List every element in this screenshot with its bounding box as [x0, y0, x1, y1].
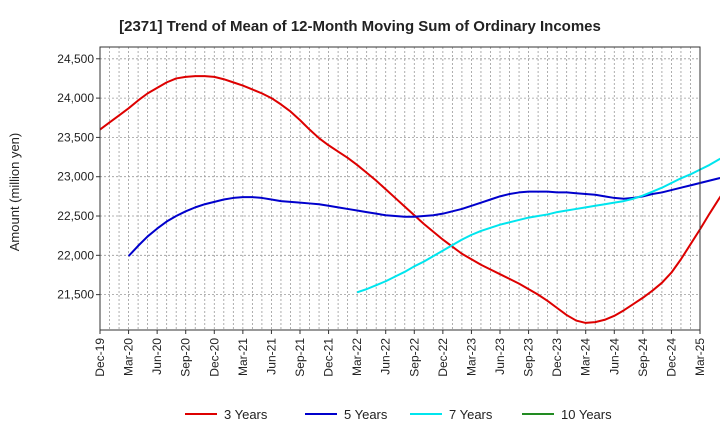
x-tick-label: Sep-22: [407, 338, 421, 377]
x-tick-label: Sep-21: [293, 338, 307, 377]
legend-label: 10 Years: [561, 407, 612, 422]
legend-label: 7 Years: [449, 407, 493, 422]
legend-label: 5 Years: [344, 407, 388, 422]
chart-title: [2371] Trend of Mean of 12-Month Moving …: [119, 18, 601, 35]
grid: [99, 47, 701, 330]
y-tick-label: 24,500: [57, 52, 94, 66]
x-tick-label: Mar-21: [236, 338, 250, 376]
y-axis-label: Amount (million yen): [7, 133, 22, 252]
legend: 3 Years 5 Years 7 Years 10 Years: [185, 407, 612, 422]
x-tick-label: Sep-20: [179, 338, 193, 377]
x-tick-label: Jun-21: [264, 338, 278, 375]
legend-label: 3 Years: [224, 407, 268, 422]
x-tick-label: Dec-24: [664, 338, 678, 377]
x-tick-label: Mar-22: [350, 338, 364, 376]
series-lines: [99, 75, 720, 324]
y-ticks: 21,500 22,000 22,500 23,000 23,500 24,000 24,5…: [57, 52, 100, 302]
x-tick-label: Jun-24: [607, 338, 621, 375]
plot-area: [99, 46, 701, 331]
y-tick-label: 21,500: [57, 288, 94, 302]
x-tick-label: Sep-24: [636, 338, 650, 377]
x-tick-label: Jun-20: [150, 338, 164, 375]
x-tick-label: Dec-21: [322, 338, 336, 377]
x-tick-label: Mar-20: [122, 338, 136, 376]
x-tick-label: Mar-24: [579, 338, 593, 376]
y-tick-label: 23,000: [57, 170, 94, 184]
x-tick-label: Sep-23: [522, 338, 536, 377]
y-tick-label: 22,500: [57, 209, 94, 223]
y-tick-label: 23,500: [57, 130, 94, 144]
series-line-5-years: [127, 177, 720, 257]
series-line-7-years: [356, 157, 720, 294]
x-tick-label: Dec-19: [93, 338, 107, 377]
series-line-3-years: [99, 75, 720, 324]
y-tick-label: 24,000: [57, 91, 94, 105]
x-ticks: Dec-19 Mar-20 Jun-20 Sep-20 Dec-20 Mar-21 Jun-…: [93, 330, 707, 377]
x-tick-label: Mar-23: [464, 338, 478, 376]
x-tick-label: Jun-23: [493, 338, 507, 375]
y-tick-label: 22,000: [57, 248, 94, 262]
x-tick-label: Dec-22: [436, 338, 450, 377]
x-tick-label: Jun-22: [379, 338, 393, 375]
x-tick-label: Dec-20: [207, 338, 221, 377]
x-tick-label: Mar-25: [693, 338, 707, 376]
x-tick-label: Dec-23: [550, 338, 564, 377]
